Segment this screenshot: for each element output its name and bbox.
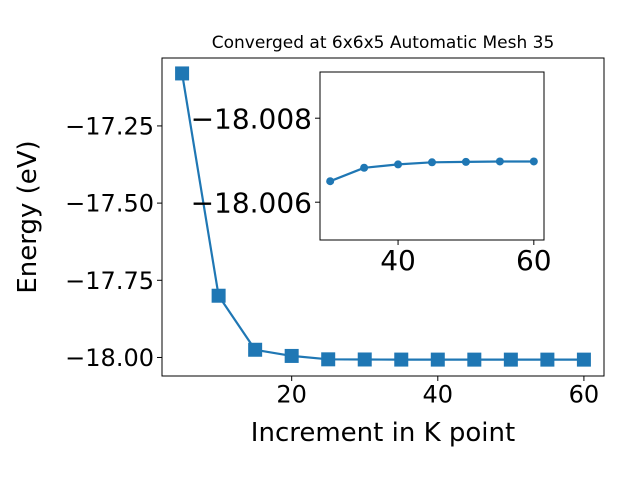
main-series bbox=[175, 66, 591, 367]
inset-data-point bbox=[394, 160, 403, 169]
main-x-tick-label: 40 bbox=[423, 381, 454, 409]
main-x-tick-label: 20 bbox=[276, 381, 307, 409]
main-data-point bbox=[540, 352, 555, 367]
inset-y-ticks: −18.008 −18.006 bbox=[191, 102, 320, 219]
main-y-tick-label: −17.50 bbox=[65, 190, 154, 218]
inset-series bbox=[326, 157, 538, 186]
inset-y-tick-label: −18.006 bbox=[191, 186, 312, 219]
inset-y-tick-label: −18.008 bbox=[191, 102, 312, 135]
inset-data-point bbox=[326, 177, 335, 186]
main-data-point bbox=[284, 348, 299, 363]
main-y-tick-label: −17.25 bbox=[65, 113, 154, 141]
inset-data-point bbox=[360, 163, 369, 172]
main-data-point bbox=[394, 352, 409, 367]
inset-x-ticks: 40 60 bbox=[380, 240, 552, 277]
main-data-point bbox=[248, 342, 263, 357]
inset-x-tick-label: 60 bbox=[516, 244, 552, 277]
main-data-point bbox=[430, 352, 445, 367]
main-x-axis-label: Increment in K point bbox=[251, 418, 515, 448]
main-data-point bbox=[357, 352, 372, 367]
main-data-point bbox=[576, 352, 591, 367]
main-x-tick-label: 60 bbox=[569, 381, 600, 409]
main-data-point bbox=[175, 66, 190, 81]
inset-data-point bbox=[428, 158, 436, 167]
inset-data-point bbox=[495, 157, 504, 166]
main-data-point bbox=[503, 352, 518, 367]
main-y-ticks: −17.25 −17.50 −17.75 −18.00 bbox=[65, 113, 162, 372]
main-data-point bbox=[467, 352, 482, 367]
inset-x-tick-label: 40 bbox=[380, 244, 416, 277]
main-y-tick-label: −17.75 bbox=[65, 267, 154, 295]
inset-chart: 40 60 −18.008 −18.006 bbox=[191, 71, 552, 277]
main-data-point bbox=[211, 288, 226, 303]
main-x-ticks: 20 40 60 bbox=[276, 376, 599, 409]
inset-data-point bbox=[461, 157, 470, 166]
inset-data-point bbox=[529, 157, 538, 166]
inset-plot-area bbox=[319, 71, 545, 241]
main-data-point bbox=[321, 352, 336, 367]
main-y-tick-label: −18.00 bbox=[65, 344, 154, 372]
main-chart-title: Converged at 6x6x5 Automatic Mesh 35 bbox=[212, 33, 555, 53]
main-y-axis-label: Energy (eV) bbox=[13, 140, 43, 293]
